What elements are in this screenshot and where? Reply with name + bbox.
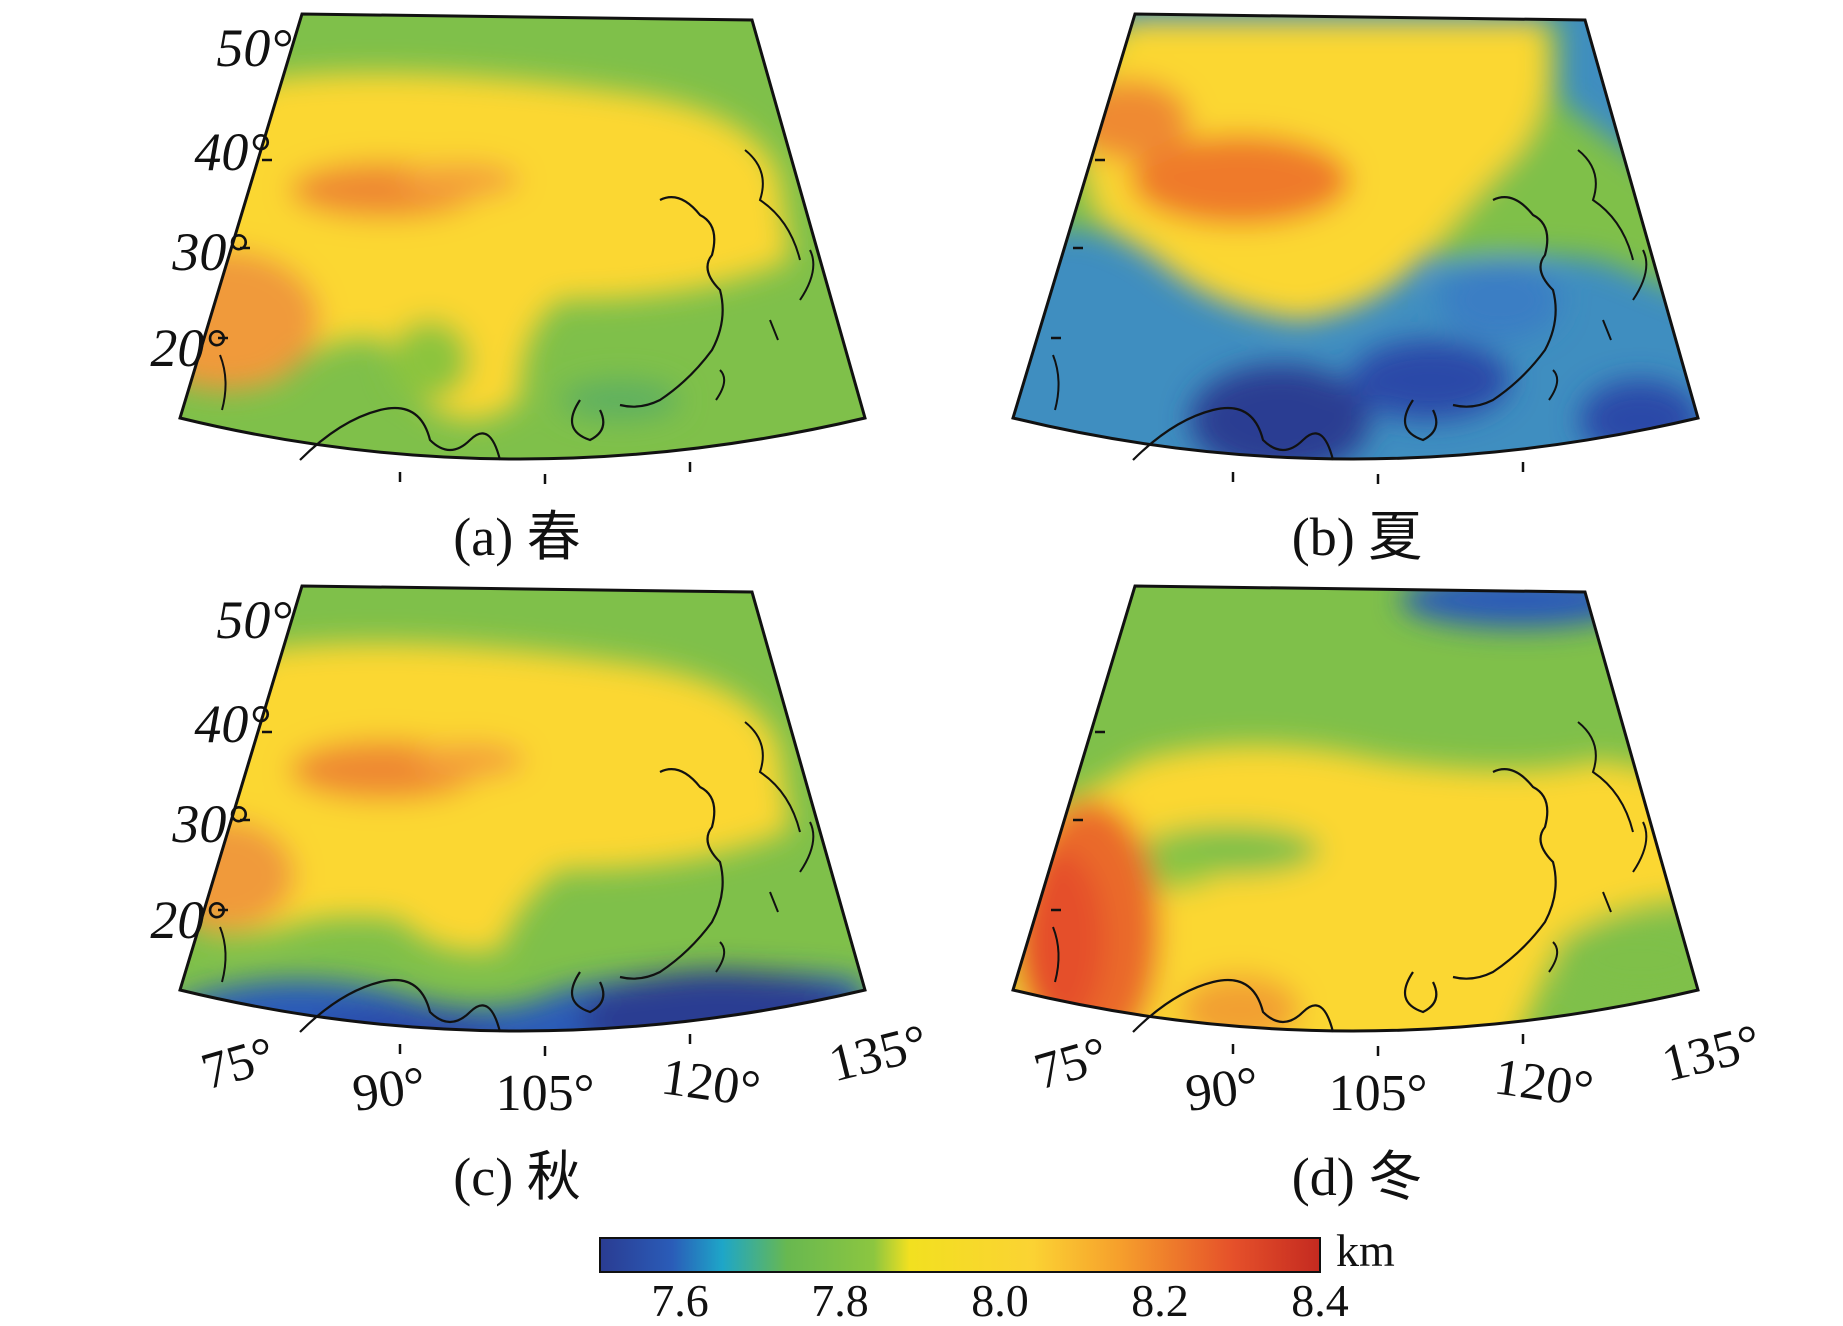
panel-caption-a: (a) 春 [453, 507, 580, 567]
lat-label-50: 50° [216, 18, 292, 78]
map-panel-autumn: 50° 40° 30° 20° 75° 90° 105° 120° 135° (… [150, 584, 934, 1207]
lat-label-40: 40° [194, 694, 270, 754]
lat-label-20: 20° [150, 318, 226, 378]
lat-label-40: 40° [194, 122, 270, 182]
coastline [1548, 721, 1648, 973]
lon-label-135: 135° [1657, 1014, 1767, 1093]
lat-label-30: 30° [171, 222, 248, 282]
coastline [570, 768, 724, 1014]
map-panel-summer: (b) 夏 [1011, 12, 1700, 567]
map-panel-winter: 75° 90° 105° 120° 135° (d) 冬 [1011, 584, 1767, 1207]
coastline [1052, 354, 1060, 411]
lon-label-135: 135° [824, 1014, 934, 1093]
lon-label-120: 120° [658, 1048, 764, 1118]
coastline [299, 406, 502, 461]
map-panel-spring: 50° 40° 30° 20° (a) 春 [150, 12, 867, 567]
lat-label-20: 20° [150, 890, 226, 950]
panel-caption-d: (d) 冬 [1292, 1147, 1422, 1207]
map-frame [1011, 584, 1700, 1033]
colorbar-tick-label: 7.8 [811, 1275, 869, 1326]
colorbar-unit: km [1336, 1225, 1395, 1276]
panel-caption-c: (c) 秋 [453, 1147, 580, 1207]
coastline [299, 978, 502, 1033]
lat-label-50: 50° [216, 590, 292, 650]
coastline [715, 721, 815, 973]
lon-label-75: 75° [1028, 1026, 1114, 1101]
coastline [219, 926, 227, 983]
coastline [715, 149, 815, 401]
coastline [1132, 406, 1335, 461]
colorbar-gradient [599, 1237, 1321, 1273]
lon-label-120: 120° [1491, 1048, 1597, 1118]
coastline [1403, 768, 1557, 1014]
colorbar-tick-label: 8.2 [1131, 1275, 1189, 1326]
lon-label-90: 90° [1182, 1056, 1262, 1123]
colorbar-tick-label: 8.4 [1291, 1275, 1349, 1326]
coastline [1403, 196, 1557, 442]
colorbar-tick-label: 7.6 [651, 1275, 709, 1326]
lon-label-105: 105° [1329, 1065, 1428, 1122]
lon-label-105: 105° [496, 1065, 595, 1122]
coastline [1548, 149, 1648, 401]
lat-label-30: 30° [171, 794, 248, 854]
coastline [1132, 978, 1335, 1033]
colorbar-tick-label: 8.0 [971, 1275, 1029, 1326]
lon-label-75: 75° [195, 1026, 281, 1101]
colorbar-ticks: 7.6 7.8 8.0 8.2 8.4 [651, 1275, 1349, 1326]
coastline [1052, 926, 1060, 983]
map-frame [178, 12, 867, 461]
lon-label-90: 90° [349, 1056, 429, 1123]
map-frame [1011, 12, 1700, 461]
coastline [570, 196, 724, 442]
map-frame [178, 584, 867, 1033]
coastline [219, 354, 227, 411]
colorbar: km 7.6 7.8 8.0 8.2 8.4 [599, 1225, 1395, 1326]
panel-caption-b: (b) 夏 [1292, 507, 1422, 567]
